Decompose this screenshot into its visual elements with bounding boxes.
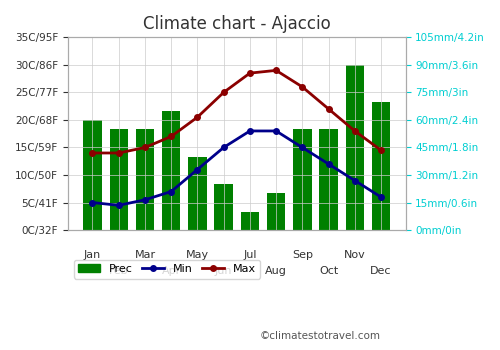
Text: Jan: Jan bbox=[84, 250, 101, 260]
Text: Aug: Aug bbox=[265, 266, 287, 276]
Bar bbox=[240, 212, 259, 230]
Bar bbox=[346, 65, 364, 230]
Text: ©climatestotravel.com: ©climatestotravel.com bbox=[260, 331, 381, 341]
Text: Mar: Mar bbox=[134, 250, 156, 260]
Bar bbox=[136, 129, 154, 230]
Bar bbox=[267, 194, 285, 230]
Bar bbox=[188, 157, 206, 230]
Bar bbox=[162, 111, 180, 230]
Text: Apr: Apr bbox=[162, 266, 181, 276]
Bar bbox=[372, 102, 390, 230]
Bar bbox=[293, 129, 312, 230]
Bar bbox=[320, 129, 338, 230]
Legend: Prec, Min, Max: Prec, Min, Max bbox=[74, 260, 260, 279]
Text: May: May bbox=[186, 250, 209, 260]
Text: Nov: Nov bbox=[344, 250, 366, 260]
Text: Dec: Dec bbox=[370, 266, 392, 276]
Text: Oct: Oct bbox=[319, 266, 338, 276]
Bar bbox=[110, 129, 128, 230]
Bar bbox=[214, 184, 233, 230]
Text: Feb: Feb bbox=[109, 266, 128, 276]
Text: Jun: Jun bbox=[215, 266, 232, 276]
Text: Sep: Sep bbox=[292, 250, 313, 260]
Title: Climate chart - Ajaccio: Climate chart - Ajaccio bbox=[143, 15, 330, 33]
Bar bbox=[84, 120, 102, 230]
Text: Jul: Jul bbox=[243, 250, 256, 260]
